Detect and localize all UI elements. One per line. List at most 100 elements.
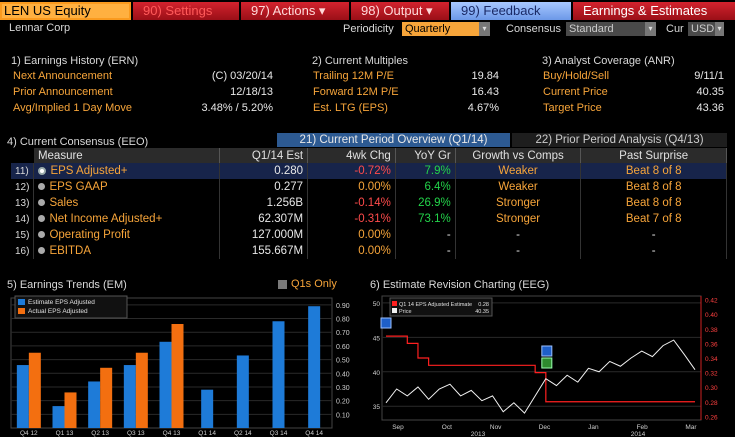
- table-row[interactable]: 15) Operating Profit 127.000M 0.00% - - …: [11, 227, 727, 243]
- left-tick-label: 35: [373, 404, 381, 411]
- legend-label-actual: Actual EPS Adjusted: [28, 308, 88, 315]
- estimate-revision-chart: 50 45 40 35 0.42 0.40 0.38 0.36 0.34 0.32 0.30 0.28…: [368, 292, 735, 437]
- chart-legend: Q1 14 EPS Adjusted Estimate 0.28 Price 40.3…: [389, 297, 493, 317]
- row-number: 13): [11, 195, 35, 211]
- q1s-checkbox[interactable]: [278, 280, 287, 289]
- x-tick-label: Q3 13: [127, 430, 145, 437]
- current-consensus-title[interactable]: 4) Current Consensus (EEO): [7, 136, 149, 148]
- history-row: Avg/Implied 1 Day Move 3.48% / 5.20%: [13, 102, 273, 118]
- right-tick-label: 0.28: [705, 400, 718, 407]
- currency-select[interactable]: USD ▾: [688, 22, 724, 36]
- yoy-cell: 7.9%: [395, 163, 456, 179]
- radio-icon[interactable]: [38, 166, 47, 175]
- row-number: 12): [11, 179, 35, 195]
- x-tick-label: Sep: [392, 424, 404, 431]
- column-header[interactable]: Q1/14 Est: [219, 148, 309, 163]
- column-header[interactable]: Measure: [33, 148, 221, 163]
- earnings-history-title[interactable]: 1) Earnings History (ERN): [11, 55, 139, 67]
- legend-swatch-price: [392, 308, 397, 313]
- surprise-cell: Beat 7 of 8: [580, 211, 727, 227]
- estimate-cell: 1.256B: [219, 195, 309, 211]
- right-tick-label: 0.34: [705, 356, 718, 363]
- coverage-label: Buy/Hold/Sell: [543, 70, 610, 82]
- table-row[interactable]: 14) Net Income Adjusted+ 62.307M -0.31% …: [11, 211, 727, 227]
- y-tick-label: 0.50: [336, 358, 350, 365]
- estimate-cell: 0.277: [219, 179, 309, 195]
- multiples-value: 19.84: [471, 70, 499, 82]
- estimate-bar: [236, 355, 249, 428]
- row-number: 15): [11, 227, 35, 243]
- actual-bar: [100, 367, 113, 428]
- yoy-cell: -: [395, 243, 456, 259]
- chevron-down-icon: ▾: [715, 22, 724, 36]
- column-header[interactable]: Growth vs Comps: [455, 148, 582, 163]
- y-tick-label: 0.70: [336, 330, 350, 337]
- chart-legend: Estimate EPS Adjusted Actual EPS Adjusted: [14, 295, 128, 319]
- x-tick-label: Oct: [442, 424, 452, 431]
- multiples-label: Trailing 12M P/E: [313, 70, 394, 82]
- y-tick-label: 0.30: [336, 385, 350, 392]
- yoy-cell: 73.1%: [395, 211, 456, 227]
- estimate-revision-title[interactable]: 6) Estimate Revision Charting (EEG): [370, 279, 550, 291]
- multiples-label: Est. LTG (EPS): [313, 102, 388, 114]
- consensus-table: Measure Q1/14 Est 4wk Chg YoY Gr Growth …: [11, 148, 727, 259]
- coverage-value: 40.35: [696, 86, 724, 98]
- multiples-value: 4.67%: [467, 102, 499, 114]
- surprise-cell: Beat 8 of 8: [580, 163, 727, 179]
- right-tick-label: 0.40: [705, 312, 718, 319]
- tab-current-period[interactable]: 21) Current Period Overview (Q1/14): [277, 133, 510, 147]
- column-header[interactable]: 4wk Chg: [307, 148, 396, 163]
- history-row: Next Announcement (C) 03/20/14: [13, 70, 273, 86]
- history-label: Avg/Implied 1 Day Move: [13, 102, 133, 114]
- ticker-field[interactable]: LEN US Equity: [0, 2, 131, 20]
- coverage-label: Current Price: [543, 86, 608, 98]
- settings-button[interactable]: 90) Settings: [133, 2, 239, 20]
- multiples-label: Forward 12M P/E: [313, 86, 399, 98]
- actual-bar: [135, 352, 148, 428]
- change-cell: -0.31%: [307, 211, 396, 227]
- actions-button[interactable]: 97) Actions ▾: [241, 2, 349, 20]
- y-tick-label: 0.60: [336, 344, 350, 351]
- y-tick-label: 0.90: [336, 303, 350, 310]
- event-marker-icon: [380, 317, 392, 329]
- x-tick-label: Q2 13: [91, 430, 109, 437]
- q1s-label: Q1s Only: [291, 278, 337, 290]
- earnings-trends-title[interactable]: 5) Earnings Trends (EM): [7, 279, 127, 291]
- right-tick-label: 0.36: [705, 341, 718, 348]
- multiples-row: Forward 12M P/E 16.43: [313, 86, 499, 102]
- legend-swatch-estimate: [18, 299, 25, 305]
- yoy-cell: 6.4%: [395, 179, 456, 195]
- radio-icon[interactable]: [38, 199, 46, 207]
- current-multiples-title[interactable]: 2) Current Multiples: [312, 55, 408, 67]
- measure-name: Sales: [49, 197, 79, 209]
- actual-bar: [28, 352, 41, 428]
- table-row[interactable]: 13) Sales 1.256B -0.14% 26.9% Stronger B…: [11, 195, 727, 211]
- analyst-coverage-title[interactable]: 3) Analyst Coverage (ANR): [542, 55, 675, 67]
- feedback-button[interactable]: 99) Feedback: [451, 2, 571, 20]
- y-tick-label: 0.40: [336, 371, 350, 378]
- x-tick-label: Q4 12: [20, 430, 38, 437]
- table-row[interactable]: 16) EBITDA 155.667M 0.00% - - -: [11, 243, 727, 259]
- multiples-row: Est. LTG (EPS) 4.67%: [313, 102, 499, 118]
- earnings-trends-chart: 0.90 0.80 0.70 0.60 0.50 0.40 0.30 0.20 0.10 Q4 1…: [7, 292, 366, 437]
- radio-icon[interactable]: [38, 215, 46, 223]
- x-tick-label: Feb: [637, 424, 649, 431]
- output-button[interactable]: 98) Output ▾: [351, 2, 449, 20]
- legend-label-price: Price: [399, 309, 412, 315]
- change-cell: 0.00%: [307, 227, 396, 243]
- radio-icon[interactable]: [38, 231, 46, 239]
- estimate-bar: [308, 306, 321, 428]
- table-row[interactable]: 12) EPS GAAP 0.277 0.00% 6.4% Weaker Bea…: [11, 179, 727, 195]
- periodicity-select[interactable]: Quarterly ▾: [402, 22, 490, 36]
- radio-icon[interactable]: [38, 183, 46, 191]
- column-header[interactable]: YoY Gr: [395, 148, 456, 163]
- column-header[interactable]: Past Surprise: [580, 148, 727, 163]
- yoy-cell: -: [395, 227, 456, 243]
- consensus-select[interactable]: Standard ▾: [566, 22, 656, 36]
- radio-icon[interactable]: [38, 247, 46, 255]
- legend-swatch-actual: [18, 308, 25, 314]
- tab-prior-period[interactable]: 22) Prior Period Analysis (Q4/13): [512, 133, 727, 147]
- left-tick-label: 40: [373, 370, 381, 377]
- estimate-cell: 0.280: [219, 163, 309, 179]
- table-row[interactable]: 11) EPS Adjusted+ 0.280 -0.72% 7.9% Weak…: [11, 163, 727, 179]
